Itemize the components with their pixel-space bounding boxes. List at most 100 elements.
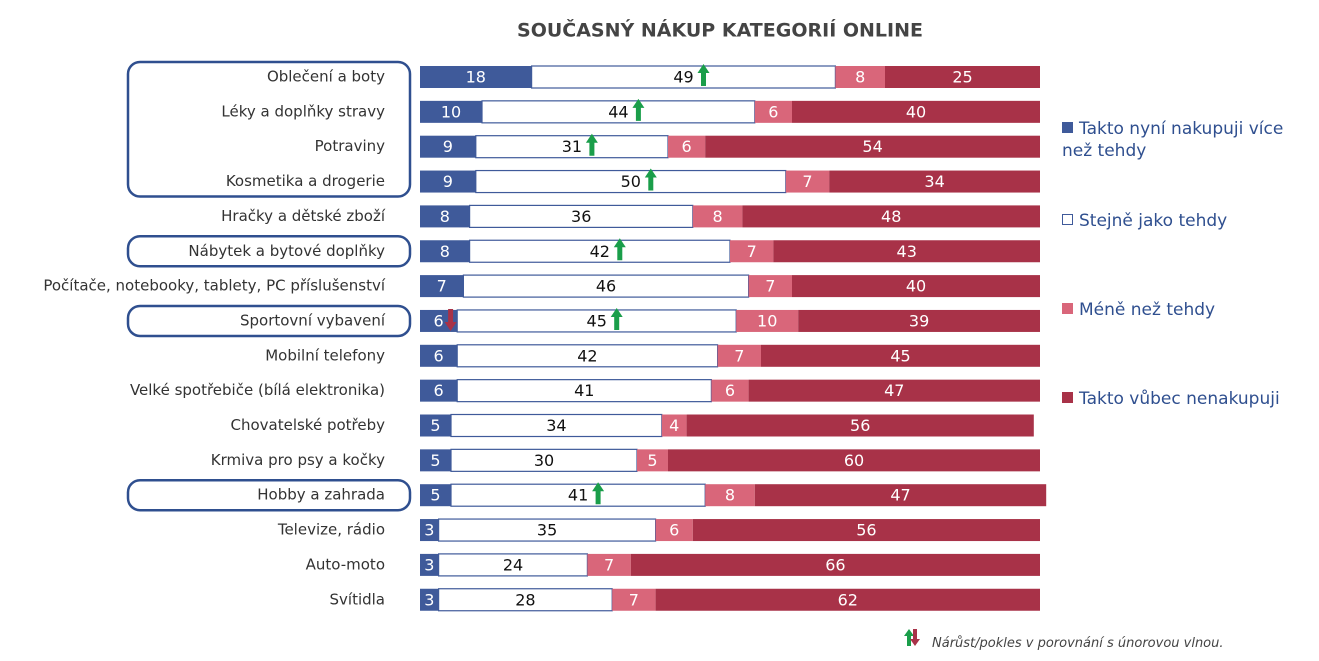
highlight-box [126,235,412,268]
value-label: 35 [537,521,557,540]
bar-segment [530,65,836,89]
value-label: 5 [647,451,657,470]
category-label: Oblečení a boty [267,68,385,86]
bar-segment [420,588,439,611]
value-label: 6 [669,521,679,540]
bar-segment [612,588,656,611]
category-label: Velké spotřebiče (bílá elektronika) [130,381,385,399]
value-label: 7 [437,277,447,296]
bar-segment [761,344,1040,367]
bar-segment [686,414,1034,437]
value-label: 42 [577,346,597,365]
bar-segment [420,553,439,576]
value-label: 7 [734,346,744,365]
bar-segment [705,484,755,507]
value-label: 5 [430,486,440,505]
bar-segment [668,449,1040,472]
value-label: 36 [571,207,591,226]
bar-segment [420,484,451,507]
value-label: 6 [434,311,444,330]
value-label: 7 [765,277,775,296]
category-label: Svítidla [330,590,386,608]
legend-item: Méně než tehdy [1062,299,1317,321]
bar-segment [637,449,668,472]
bar-segment [420,344,458,367]
value-label: 3 [424,555,434,574]
legend-label: Stejně jako tehdy [1079,211,1228,231]
value-label: 47 [890,486,910,505]
trend-arrow [613,238,626,261]
legend-label: Méně než tehdy [1079,300,1216,320]
value-label: 50 [621,172,641,191]
bar-segment [748,379,1040,402]
value-label: 30 [534,451,554,470]
value-label: 34 [924,172,944,191]
footnote: Nárůst/pokles v porovnání s únorovou vln… [932,636,1224,651]
value-label: 24 [503,555,523,574]
legend-item: Takto nyní nakupuji více než tehdy [1062,118,1317,162]
bar-segment [420,414,451,437]
bar-segment [754,100,792,123]
value-label: 40 [906,102,926,121]
bar-segment [705,135,1040,158]
bar-segment [798,309,1040,332]
bar-segment [748,275,792,298]
bar-segment [792,275,1040,298]
value-label: 7 [629,590,639,609]
value-label: 10 [757,311,777,330]
value-label: 8 [713,207,723,226]
value-label: 3 [424,590,434,609]
bar-segment [420,135,476,158]
legend-swatch [1062,122,1073,133]
value-label: 44 [608,102,628,121]
bar-segment [711,379,749,402]
bar-segment [655,519,693,542]
trend-arrow [444,308,457,331]
bar-segment [717,344,761,367]
bar-segment [835,66,885,88]
value-label: 34 [546,416,566,435]
bar-segment [420,275,464,298]
value-label: 5 [430,416,440,435]
value-label: 8 [440,242,450,261]
category-label: Počítače, notebooky, tablety, PC přísluš… [43,277,385,295]
trend-arrow [697,64,710,86]
category-label: Kosmetika a drogerie [226,172,385,190]
value-label: 48 [881,207,901,226]
value-label: 41 [574,381,594,400]
bar-segment [754,484,1047,507]
trend-arrow [644,168,657,191]
bar-segment [661,414,687,437]
value-label: 7 [747,242,757,261]
value-label: 40 [906,277,926,296]
category-label: Potraviny [315,137,385,155]
bar-segment [736,309,799,332]
bar-segment [829,170,1040,193]
category-label: Hračky a dětské zboží [221,207,386,225]
value-label: 45 [890,346,910,365]
legend-swatch [1062,303,1073,314]
bar-segment [420,66,532,88]
bar-segment [730,240,774,263]
value-label: 60 [844,451,864,470]
value-label: 47 [884,381,904,400]
bar-segment [420,240,470,263]
bar-segment [420,519,439,542]
category-label: Nábytek a bytové doplňky [188,242,385,260]
value-label: 9 [443,172,453,191]
value-label: 39 [909,311,929,330]
value-label: 54 [862,137,882,156]
trend-arrow [592,482,605,505]
legend-swatch [1062,392,1073,403]
category-label: Auto-moto [306,555,385,573]
value-label: 56 [850,416,870,435]
category-label: Chovatelské potřeby [230,416,385,434]
value-label: 43 [897,242,917,261]
value-label: 42 [590,242,610,261]
bar-segment [655,588,1040,611]
value-label: 3 [424,521,434,540]
value-label: 10 [441,102,461,121]
chart-title: SOUČASNÝ NÁKUP KATEGORIÍ ONLINE [517,18,923,42]
bar-segment [742,205,1040,228]
